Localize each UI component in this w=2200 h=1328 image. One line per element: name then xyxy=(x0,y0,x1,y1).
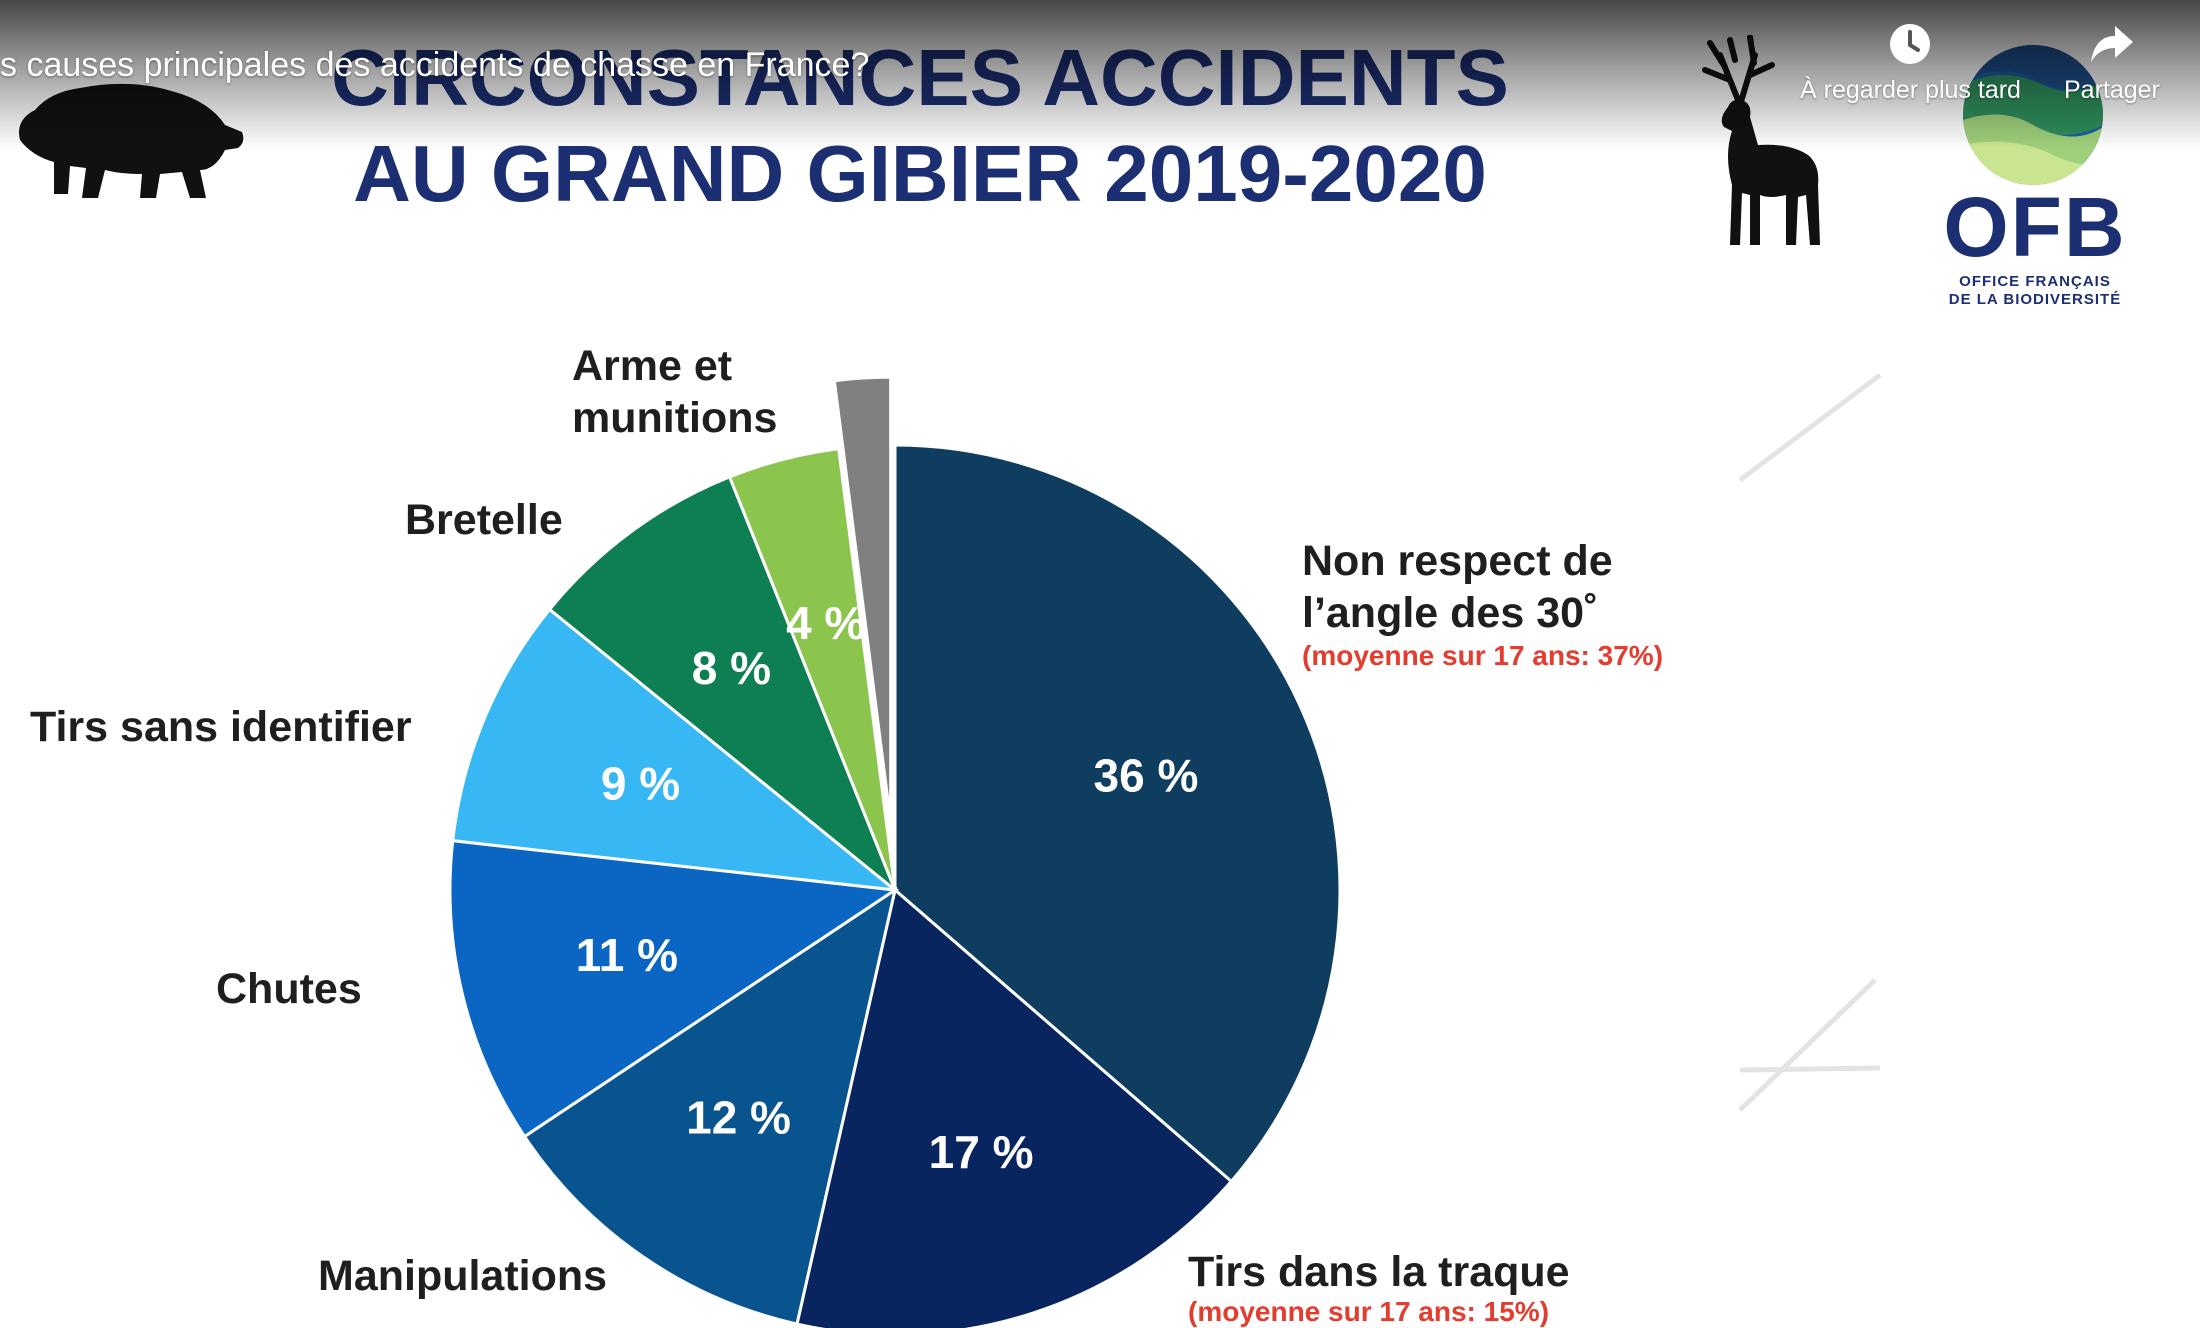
pie-slice-non-respect-de-l-angle-des-30 xyxy=(893,443,1342,1184)
video-title[interactable]: s causes principales des accidents de ch… xyxy=(0,46,870,84)
pie-slice-manipulations xyxy=(522,886,898,1326)
pie-slice-bretelle xyxy=(547,474,899,895)
ofb-subtitle-line2: DE LA BIODIVERSITÉ xyxy=(1948,291,2122,308)
share-button[interactable]: Partager xyxy=(2064,22,2160,105)
pie-slice-other xyxy=(832,375,893,823)
label-non-respect-line1: Non respect de xyxy=(1302,537,1613,585)
label-manipulations: Manipulations xyxy=(318,1252,608,1300)
label-bretelle: Bretelle xyxy=(405,496,563,544)
label-chutes: Chutes xyxy=(216,965,362,1013)
pie-value-label: 12 % xyxy=(686,1091,791,1143)
boar-silhouette-icon xyxy=(19,83,244,198)
label-non-respect-line2: l’angle des 30˚ xyxy=(1302,589,1599,637)
pie-value-label: 36 % xyxy=(1094,749,1199,801)
watch-later-button[interactable]: À regarder plus tard xyxy=(1800,22,2021,105)
clock-icon xyxy=(1890,24,1931,64)
label-arme-line1: Arme et xyxy=(572,342,733,390)
note-non-respect-average: (moyenne sur 17 ans: 37%) xyxy=(1302,640,1664,671)
share-label: Partager xyxy=(2064,76,2160,104)
note-traque-average: (moyenne sur 17 ans: 15%) xyxy=(1188,1296,1550,1327)
pie-value-label: 11 % xyxy=(576,929,678,981)
watch-later-label: À regarder plus tard xyxy=(1800,76,2021,104)
label-non-respect: Non respect de l’angle des 30˚ xyxy=(1302,535,1613,639)
pie-value-label: 17 % xyxy=(929,1126,1034,1178)
pie-slice-chutes xyxy=(448,839,900,1139)
pie-slice-tirs-sans-identifier xyxy=(451,607,900,893)
pie-value-label: 8 % xyxy=(692,642,771,694)
pie-value-label: 4 % xyxy=(786,597,865,649)
ofb-subtitle-line1: OFFICE FRANÇAIS xyxy=(1959,273,2111,290)
slide-title-line2: AU GRAND GIBIER 2019-2020 xyxy=(353,129,1487,218)
ofb-abbreviation: OFB xyxy=(1943,180,2127,274)
pie-slice-tirs-dans-la-traque xyxy=(795,887,1234,1328)
label-arme-munitions: Arme et munitions xyxy=(572,340,777,444)
label-tirs-sans-identifier: Tirs sans identifier xyxy=(30,703,412,751)
share-arrow-icon xyxy=(2090,26,2133,62)
decorative-strokes xyxy=(1738,373,1882,1112)
pie-value-label: 9 % xyxy=(601,757,680,809)
label-tirs-traque: Tirs dans la traque xyxy=(1188,1248,1570,1296)
pie-slice-arme-et-munitions xyxy=(727,446,897,891)
label-arme-line2: munitions xyxy=(572,394,778,442)
